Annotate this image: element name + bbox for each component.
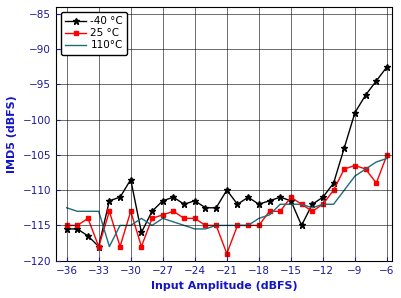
-40 °C — [256, 202, 261, 206]
-40 °C — [213, 206, 218, 209]
-40 °C — [149, 209, 154, 213]
110°C — [64, 206, 69, 209]
25 °C — [64, 224, 69, 227]
110°C — [352, 174, 356, 178]
-40 °C — [170, 195, 175, 199]
Line: 25 °C: 25 °C — [65, 153, 388, 256]
-40 °C — [330, 181, 335, 185]
-40 °C — [203, 206, 207, 209]
25 °C — [341, 167, 346, 171]
25 °C — [384, 153, 389, 157]
25 °C — [181, 217, 186, 220]
25 °C — [117, 245, 122, 248]
25 °C — [373, 181, 378, 185]
-40 °C — [384, 65, 389, 69]
-40 °C — [96, 245, 101, 248]
110°C — [213, 224, 218, 227]
110°C — [298, 202, 303, 206]
110°C — [320, 202, 324, 206]
-40 °C — [363, 93, 367, 97]
110°C — [373, 160, 378, 164]
-40 °C — [160, 199, 165, 203]
110°C — [266, 213, 271, 217]
-40 °C — [352, 111, 356, 114]
25 °C — [256, 224, 261, 227]
25 °C — [96, 245, 101, 248]
110°C — [384, 157, 389, 160]
110°C — [160, 217, 165, 220]
-40 °C — [139, 231, 144, 234]
110°C — [341, 188, 346, 192]
110°C — [192, 227, 197, 231]
110°C — [128, 224, 133, 227]
25 °C — [203, 224, 207, 227]
110°C — [363, 167, 367, 171]
25 °C — [75, 224, 79, 227]
-40 °C — [181, 202, 186, 206]
-40 °C — [128, 178, 133, 181]
110°C — [85, 209, 90, 213]
-40 °C — [192, 199, 197, 203]
110°C — [245, 224, 250, 227]
-40 °C — [75, 227, 79, 231]
110°C — [107, 245, 111, 248]
-40 °C — [64, 227, 69, 231]
25 °C — [139, 245, 144, 248]
25 °C — [266, 209, 271, 213]
25 °C — [224, 252, 229, 255]
110°C — [139, 217, 144, 220]
110°C — [117, 224, 122, 227]
110°C — [203, 227, 207, 231]
25 °C — [149, 217, 154, 220]
25 °C — [160, 213, 165, 217]
-40 °C — [373, 79, 378, 83]
Line: -40 °C: -40 °C — [63, 63, 389, 250]
Y-axis label: IMD5 (dBFS): IMD5 (dBFS) — [7, 95, 17, 173]
25 °C — [298, 202, 303, 206]
25 °C — [309, 209, 314, 213]
25 °C — [320, 202, 324, 206]
-40 °C — [85, 234, 90, 238]
-40 °C — [298, 224, 303, 227]
Line: 110°C: 110°C — [67, 159, 386, 246]
110°C — [96, 209, 101, 213]
25 °C — [213, 224, 218, 227]
-40 °C — [107, 199, 111, 203]
-40 °C — [224, 188, 229, 192]
25 °C — [235, 224, 239, 227]
110°C — [224, 224, 229, 227]
25 °C — [288, 195, 293, 199]
110°C — [235, 224, 239, 227]
25 °C — [170, 209, 175, 213]
X-axis label: Input Amplitude (dBFS): Input Amplitude (dBFS) — [150, 281, 297, 291]
-40 °C — [341, 146, 346, 150]
110°C — [75, 209, 79, 213]
-40 °C — [266, 199, 271, 203]
25 °C — [245, 224, 250, 227]
25 °C — [128, 209, 133, 213]
25 °C — [107, 209, 111, 213]
25 °C — [192, 217, 197, 220]
Legend: -40 °C, 25 °C, 110°C: -40 °C, 25 °C, 110°C — [61, 12, 127, 55]
25 °C — [85, 217, 90, 220]
110°C — [309, 206, 314, 209]
-40 °C — [288, 199, 293, 203]
25 °C — [352, 164, 356, 167]
110°C — [256, 217, 261, 220]
110°C — [288, 202, 293, 206]
-40 °C — [277, 195, 282, 199]
110°C — [170, 220, 175, 224]
-40 °C — [320, 195, 324, 199]
-40 °C — [117, 195, 122, 199]
25 °C — [277, 209, 282, 213]
110°C — [330, 202, 335, 206]
-40 °C — [309, 202, 314, 206]
-40 °C — [235, 202, 239, 206]
25 °C — [363, 167, 367, 171]
110°C — [181, 224, 186, 227]
-40 °C — [245, 195, 250, 199]
110°C — [277, 202, 282, 206]
110°C — [149, 224, 154, 227]
25 °C — [330, 188, 335, 192]
